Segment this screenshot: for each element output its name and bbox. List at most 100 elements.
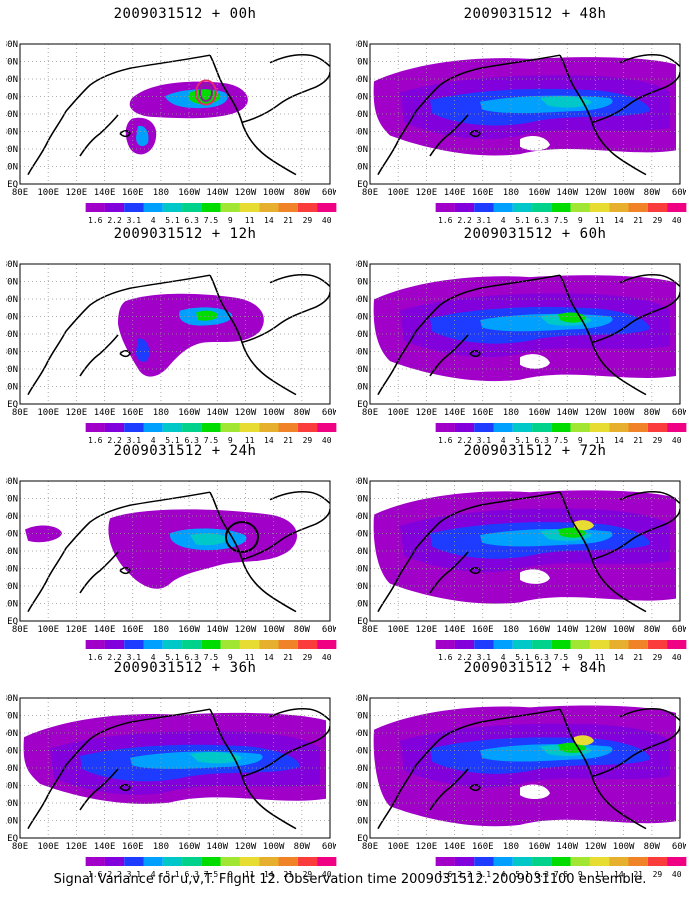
panel-title: 2009031512 + 84h — [463, 660, 607, 676]
lon-tick-label: 160W — [528, 625, 550, 635]
colorbar-swatch — [551, 423, 571, 432]
colorbar-label: 5.1 — [515, 436, 530, 445]
lon-tick-label: 100W — [613, 408, 635, 418]
lon-tick-label: 120E — [66, 625, 88, 635]
lon-tick-label: 60W — [322, 625, 336, 635]
colorbar-swatch — [297, 423, 318, 432]
coastline — [429, 551, 469, 594]
colorbar-swatch — [259, 857, 279, 866]
colorbar-swatch — [201, 640, 221, 649]
lat-tick-label: 60N — [6, 729, 18, 739]
lon-tick-label: 160W — [178, 625, 200, 635]
colorbar-label: 1.6 — [88, 216, 103, 225]
colorbar-label: 40 — [672, 870, 682, 879]
variance-field — [540, 96, 592, 108]
lon-tick-label: 160E — [122, 188, 144, 198]
colorbar: 1.6 2.2 3.1 4 5.1 6.3 7.5 9 11 14 21 29 40 — [85, 640, 337, 662]
colorbar: 1.6 2.2 3.1 4 5.1 6.3 7.5 9 11 14 21 29 40 — [85, 423, 337, 445]
coastline — [79, 551, 119, 594]
lat-tick-label: 70N — [356, 495, 368, 505]
colorbar-swatch — [85, 640, 105, 649]
colorbar-label: 7.5 — [204, 870, 219, 879]
colorbar-label: 1.6 — [438, 653, 453, 662]
colorbar-label: 11 — [595, 653, 605, 662]
lat-tick-label: 60N — [6, 512, 18, 522]
map-plot: 80E 100E 120E 140E 160E 180 160W 140W 120W 100W 80… — [356, 260, 686, 418]
lat-tick-label: 10N — [6, 600, 18, 610]
colorbar-swatch — [551, 203, 571, 212]
lat-tick-label: 70N — [6, 58, 18, 68]
colorbar: 1.6 2.2 3.1 4 5.1 6.3 7.5 9 11 14 21 29 40 — [85, 857, 337, 879]
colorbar-label: 3.1 — [477, 870, 492, 879]
colorbar-label: 14 — [264, 436, 274, 445]
contour-ring — [225, 521, 259, 553]
lon-tick-label: 140W — [556, 408, 578, 418]
lat-tick-label: 70N — [6, 495, 18, 505]
lat-tick-label: 50N — [356, 93, 368, 103]
variance-field — [574, 520, 594, 531]
coastline — [241, 291, 330, 344]
colorbar-label: 7.5 — [204, 216, 219, 225]
panel-title: 2009031512 + 00h — [113, 6, 257, 22]
lon-tick-label: 140E — [444, 408, 466, 418]
lat-tick-label: 80N — [6, 694, 18, 704]
map-frame — [19, 43, 331, 185]
colorbar-label: 9 — [578, 436, 583, 445]
colorbar-swatch — [259, 423, 279, 432]
colorbar-swatch — [297, 203, 318, 212]
colorbar: 1.6 2.2 3.1 4 5.1 6.3 7.5 9 11 14 21 29 40 — [435, 857, 687, 879]
colorbar-swatch — [647, 640, 668, 649]
map-plot: 80E 100E 120E 140E 160E 180 160W 140W 120W 100W 80… — [6, 694, 336, 852]
colorbar-swatch — [317, 423, 337, 432]
colorbar-label: 7.5 — [554, 216, 569, 225]
field-gap — [520, 569, 550, 584]
colorbar-label: 2.2 — [107, 653, 122, 662]
colorbar-label: 6.3 — [534, 870, 549, 879]
map-plot: 80E 100E 120E 140E 160E 180 160W 140W 120W 100W 80… — [356, 477, 686, 635]
panel-title: 2009031512 + 48h — [463, 6, 607, 22]
coastline — [591, 291, 680, 344]
colorbar-swatch — [104, 857, 125, 866]
map-panel: 2009031512 + 36h 80E 100E 120E 140E 160E 180 16… — [6, 658, 350, 880]
colorbar-swatch — [493, 857, 513, 866]
map-panel: 2009031512 + 24h 80E 100E 120E 140E 160E 180 16… — [6, 441, 350, 663]
colorbar-label: 29 — [653, 653, 663, 662]
colorbar-swatch — [512, 640, 533, 649]
colorbar-swatch — [493, 203, 513, 212]
lat-tick-label: EQ — [7, 180, 18, 190]
lon-tick-label: 180 — [153, 842, 169, 852]
lon-tick-label: 100W — [613, 188, 635, 198]
coastline — [377, 54, 561, 176]
panel-title: 2009031512 + 12h — [113, 226, 257, 242]
colorbar-label: 9 — [228, 216, 233, 225]
lat-tick-label: 70N — [6, 278, 18, 288]
lat-tick-label: 40N — [6, 764, 18, 774]
lat-tick-label: 80N — [356, 260, 368, 270]
colorbar-swatch — [667, 203, 687, 212]
lat-tick-label: 10N — [356, 600, 368, 610]
lat-tick-label: 50N — [6, 530, 18, 540]
colorbar-swatch — [512, 423, 533, 432]
lat-tick-label: 70N — [356, 712, 368, 722]
colorbar-swatch — [239, 423, 260, 432]
colorbar-swatch — [532, 857, 552, 866]
colorbar: 1.6 2.2 3.1 4 5.1 6.3 7.5 9 11 14 21 29 40 — [435, 640, 687, 662]
lat-tick-label: 20N — [6, 799, 18, 809]
lon-tick-label: 100E — [37, 625, 59, 635]
colorbar-label: 4 — [151, 653, 156, 662]
colorbar-swatch — [435, 203, 455, 212]
colorbar-swatch — [570, 423, 590, 432]
map-frame — [19, 697, 331, 839]
lat-tick-label: 40N — [356, 547, 368, 557]
map-frame — [19, 480, 331, 622]
colorbar-swatch — [297, 640, 318, 649]
lat-tick-label: 60N — [356, 75, 368, 85]
lat-tick-label: 50N — [6, 93, 18, 103]
colorbar-label: 40 — [322, 216, 332, 225]
lon-tick-label: 120E — [66, 188, 88, 198]
lon-tick-label: 80W — [644, 408, 661, 418]
colorbar-swatch — [647, 203, 668, 212]
colorbar-label: 4 — [151, 436, 156, 445]
colorbar-swatch — [162, 203, 183, 212]
colorbar-swatch — [124, 857, 144, 866]
